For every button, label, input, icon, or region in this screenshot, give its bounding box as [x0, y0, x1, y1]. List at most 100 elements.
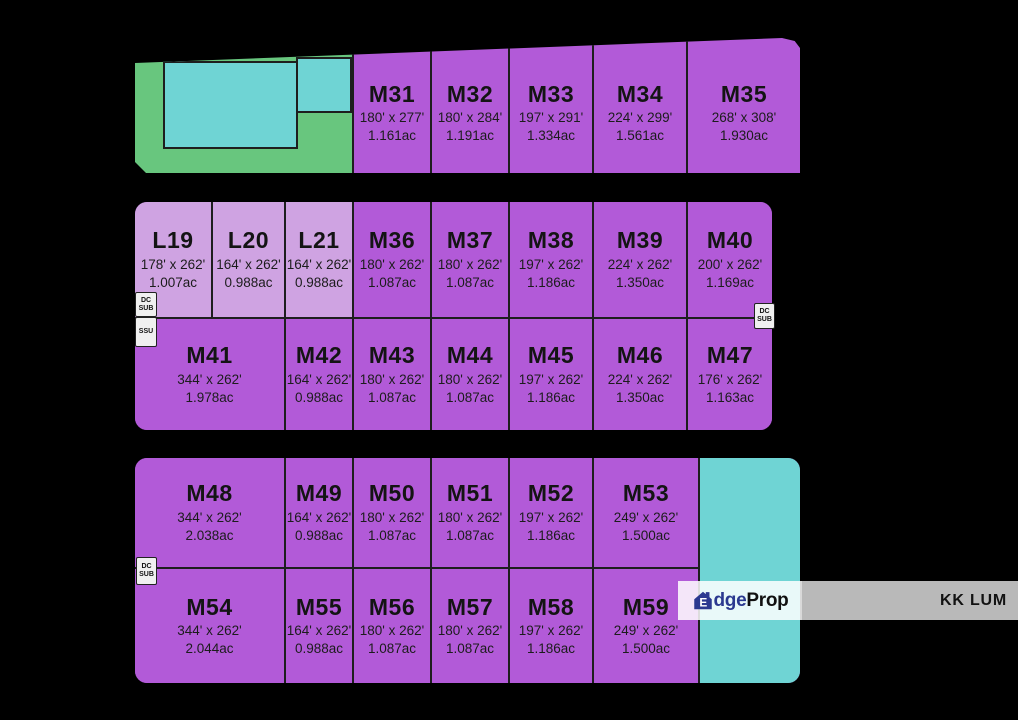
- lot-dimensions: 224' x 299': [607, 110, 673, 126]
- lot-name: M58: [527, 593, 575, 620]
- lot-dimensions: 180' x 262': [359, 623, 425, 639]
- lot-dimensions: 197' x 262': [518, 623, 584, 639]
- lot-M38: M38 197' x 262' 1.186ac: [508, 202, 592, 317]
- lot-dimensions: 249' x 262': [613, 623, 679, 639]
- lot-dimensions: 164' x 262': [286, 371, 352, 387]
- lot-area: 1.087ac: [367, 641, 417, 657]
- lot-area: 1.350ac: [615, 274, 665, 290]
- lot-dimensions: 249' x 262': [613, 509, 679, 525]
- lot-dimensions: 344' x 262': [177, 371, 242, 387]
- lot-M52: M52 197' x 262' 1.186ac: [508, 458, 592, 567]
- marker-label: SUB: [138, 304, 154, 312]
- lot-name: M31: [368, 80, 416, 107]
- lot-name: M38: [527, 227, 575, 254]
- logo-letter-e: E: [699, 596, 707, 610]
- lot-name: M36: [368, 227, 416, 254]
- lot-M59: M59 249' x 262' 1.500ac: [592, 569, 698, 683]
- lot-M33: M33 197' x 291' 1.334ac: [508, 37, 592, 173]
- lot-M34: M34 224' x 299' 1.561ac: [592, 37, 686, 173]
- middle-lot-block: L19 178' x 262' 1.007ac L20 164' x 262' …: [135, 202, 772, 430]
- lot-dimensions: 178' x 262': [140, 256, 206, 272]
- marker-dc-sub-middle-right: DC SUB: [754, 303, 775, 329]
- lot-name: L21: [298, 227, 340, 254]
- edgeprop-house-icon: E: [693, 591, 712, 610]
- lot-area: 1.186ac: [526, 641, 576, 657]
- bottom-lot-block: M48 344' x 262' 2.038ac M49 164' x 262' …: [135, 458, 800, 683]
- lot-M47: M47 176' x 262' 1.163ac: [686, 319, 772, 430]
- bottom-block-row-2: M54 344' x 262' 2.044ac M55 164' x 262' …: [135, 567, 698, 683]
- lot-dimensions: 180' x 262': [359, 256, 425, 272]
- lot-M31: M31 180' x 277' 1.161ac: [352, 37, 430, 173]
- lot-name: M42: [295, 342, 343, 369]
- lot-M41: M41 344' x 262' 1.978ac: [135, 319, 284, 430]
- edgeprop-watermark: E dge Prop: [678, 581, 802, 620]
- lot-area: 1.334ac: [526, 128, 576, 144]
- lot-area: 1.087ac: [367, 527, 417, 543]
- bottom-block-lots: M48 344' x 262' 2.038ac M49 164' x 262' …: [135, 458, 698, 683]
- lot-name: M43: [368, 342, 416, 369]
- lot-dimensions: 164' x 262': [286, 623, 352, 639]
- green-amenity-zone: [135, 37, 352, 173]
- lot-name: M46: [616, 342, 664, 369]
- marker-dc-sub-middle-left: DC SUB: [135, 292, 157, 317]
- bottom-block-row-1: M48 344' x 262' 2.038ac M49 164' x 262' …: [135, 458, 698, 567]
- lot-dimensions: 197' x 291': [518, 110, 584, 126]
- lot-area: 1.186ac: [526, 274, 576, 290]
- lot-dimensions: 180' x 262': [437, 509, 503, 525]
- lot-area: 2.044ac: [185, 641, 234, 657]
- lot-area: 1.087ac: [445, 527, 495, 543]
- lot-area: 1.087ac: [445, 641, 495, 657]
- lot-name: M45: [527, 342, 575, 369]
- lot-dimensions: 176' x 262': [697, 371, 763, 387]
- lot-name: M57: [446, 593, 494, 620]
- lot-M50: M50 180' x 262' 1.087ac: [352, 458, 430, 567]
- teal-amenity-area-small: [296, 57, 352, 113]
- teal-reserve-area: [698, 458, 800, 683]
- lot-area: 1.191ac: [445, 128, 495, 144]
- lot-M51: M51 180' x 262' 1.087ac: [430, 458, 508, 567]
- lot-area: 1.500ac: [621, 641, 671, 657]
- lot-name: M56: [368, 593, 416, 620]
- lot-name: M33: [527, 80, 575, 107]
- lot-M45: M45 197' x 262' 1.186ac: [508, 319, 592, 430]
- lot-area: 2.038ac: [185, 527, 234, 543]
- lot-dimensions: 224' x 262': [607, 256, 673, 272]
- lot-M53: M53 249' x 262' 1.500ac: [592, 458, 698, 567]
- lot-name: M53: [622, 480, 670, 507]
- lot-M32: M32 180' x 284' 1.191ac: [430, 37, 508, 173]
- lot-name: M39: [616, 227, 664, 254]
- marker-label: SUB: [757, 316, 772, 323]
- lot-name: L20: [227, 227, 270, 254]
- lot-name: M44: [446, 342, 494, 369]
- lot-M49: M49 164' x 262' 0.988ac: [284, 458, 352, 567]
- top-lot-block: M31 180' x 277' 1.161ac M32 180' x 284' …: [135, 37, 800, 173]
- lot-dimensions: 224' x 262': [607, 371, 673, 387]
- lot-dimensions: 180' x 262': [359, 509, 425, 525]
- logo-text-dge: dge: [713, 589, 747, 611]
- lot-area: 1.561ac: [615, 128, 665, 144]
- lot-name: M59: [622, 593, 670, 620]
- middle-block-row-1: L19 178' x 262' 1.007ac L20 164' x 262' …: [135, 202, 772, 317]
- lot-M56: M56 180' x 262' 1.087ac: [352, 569, 430, 683]
- lot-name: M32: [446, 80, 494, 107]
- lot-name: M49: [295, 480, 343, 507]
- lot-M58: M58 197' x 262' 1.186ac: [508, 569, 592, 683]
- lot-area: 1.930ac: [719, 128, 769, 144]
- lot-area: 1.087ac: [367, 389, 417, 405]
- lot-M42: M42 164' x 262' 0.988ac: [284, 319, 352, 430]
- lot-name: M40: [706, 227, 754, 254]
- lot-name: M51: [446, 480, 494, 507]
- lot-L20: L20 164' x 262' 0.988ac: [211, 202, 284, 317]
- lot-area: 1.087ac: [445, 389, 495, 405]
- lot-name: L19: [152, 227, 194, 254]
- lot-dimensions: 180' x 277': [359, 110, 425, 126]
- lot-dimensions: 344' x 262': [177, 509, 242, 525]
- lot-M54: M54 344' x 262' 2.044ac: [135, 569, 284, 683]
- lot-name: M37: [446, 227, 494, 254]
- lot-dimensions: 164' x 262': [216, 256, 281, 272]
- lot-M57: M57 180' x 262' 1.087ac: [430, 569, 508, 683]
- marker-label: SSU: [138, 328, 154, 335]
- lot-area: 0.988ac: [294, 527, 344, 543]
- lot-name: M48: [186, 480, 233, 507]
